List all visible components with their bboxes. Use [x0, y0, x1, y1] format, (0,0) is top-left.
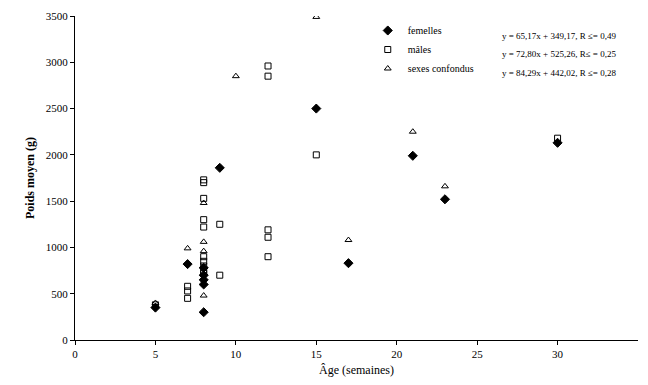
svg-text:2500: 2500 — [46, 102, 69, 114]
svg-text:0: 0 — [62, 334, 68, 346]
svg-text:10: 10 — [230, 348, 242, 360]
svg-text:3000: 3000 — [46, 56, 69, 68]
svg-text:2000: 2000 — [46, 149, 69, 161]
svg-text:femelles: femelles — [408, 25, 442, 36]
svg-text:Âge (semaines): Âge (semaines) — [319, 363, 394, 377]
svg-text:5: 5 — [153, 348, 159, 360]
svg-text:3500: 3500 — [46, 10, 69, 22]
svg-text:Poids moyen (g): Poids moyen (g) — [23, 137, 37, 219]
svg-text:15: 15 — [311, 348, 323, 360]
svg-text:y = 72,80x + 525,26, R≤ = 0,25: y = 72,80x + 525,26, R≤ = 0,25 — [502, 49, 616, 59]
svg-text:y = 84,29x + 442,02, R ≤= 0,28: y = 84,29x + 442,02, R ≤= 0,28 — [502, 68, 616, 78]
svg-text:20: 20 — [391, 348, 403, 360]
svg-text:mâles: mâles — [408, 44, 431, 55]
svg-text:y = 65,17x + 349,17, R ≤= 0,49: y = 65,17x + 349,17, R ≤= 0,49 — [502, 31, 616, 41]
svg-text:30: 30 — [552, 348, 564, 360]
svg-text:500: 500 — [51, 288, 68, 300]
svg-text:0: 0 — [72, 348, 78, 360]
svg-text:1500: 1500 — [46, 195, 69, 207]
svg-text:sexes confondus: sexes confondus — [408, 63, 474, 74]
svg-text:25: 25 — [472, 348, 484, 360]
svg-text:1000: 1000 — [46, 241, 69, 253]
